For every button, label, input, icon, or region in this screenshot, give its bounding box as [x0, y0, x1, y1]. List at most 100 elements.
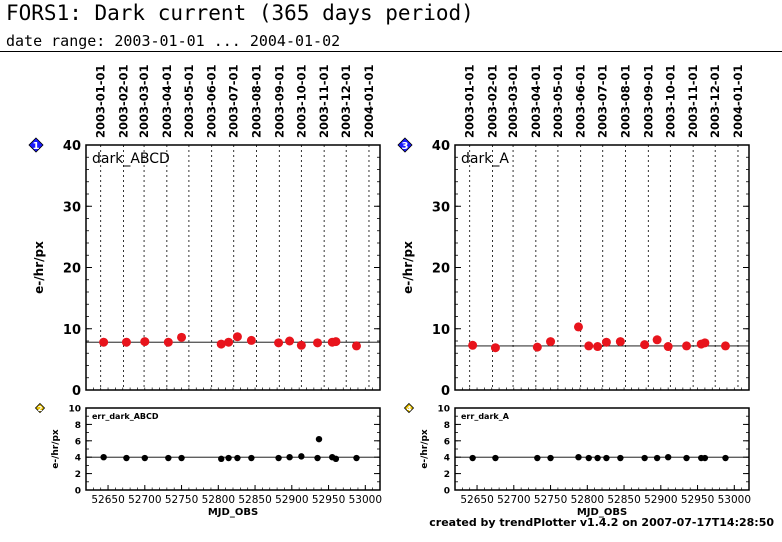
x-tick-label: 52850	[607, 494, 640, 506]
data-point	[296, 340, 306, 350]
y-tick-label: 2	[75, 470, 81, 480]
chart-panel-dark-A: 2003-01-01 2003-02-01 2003-03-01 2003-04-01…	[397, 64, 750, 399]
date-tick-label: 2003-11-01	[317, 64, 331, 138]
data-point	[216, 339, 226, 349]
data-point	[534, 454, 541, 462]
data-point	[603, 454, 610, 462]
data-point	[331, 337, 341, 347]
y-tick-label: 6	[75, 437, 81, 447]
data-point	[575, 454, 582, 461]
panel-label: dark_A	[461, 151, 509, 167]
date-tick-label: 2003-09-01	[641, 64, 655, 138]
date-tick-label: 2003-01-01	[463, 64, 477, 138]
date-tick-label: 2003-03-01	[137, 64, 151, 138]
x-tick-label: 52750	[165, 494, 198, 506]
x-axis-label: MJD_OBS	[577, 507, 627, 518]
data-point	[469, 454, 476, 462]
data-point	[720, 341, 730, 351]
data-point	[177, 332, 187, 342]
chart-panel-dark-ABCD: 2003-01-01 2003-02-01 2003-03-01 2003-04-01…	[28, 64, 381, 399]
data-point	[313, 338, 323, 348]
y-tick-label: 0	[441, 384, 450, 399]
page-title: FORS1: Dark current (365 days period)	[6, 1, 474, 25]
data-point	[615, 337, 625, 347]
data-point	[641, 454, 648, 462]
date-tick-label: 2003-05-01	[182, 64, 196, 138]
y-tick-label: 10	[68, 405, 81, 415]
date-tick-label: 2003-12-01	[708, 64, 722, 138]
y-tick-label: 10	[432, 323, 450, 338]
panel-marker	[403, 402, 415, 414]
y-tick-label: 10	[437, 405, 450, 415]
data-point	[663, 342, 673, 352]
x-tick-label: 52900	[644, 494, 677, 506]
data-point	[546, 337, 556, 347]
data-point	[722, 454, 729, 462]
data-point	[218, 455, 225, 463]
date-tick-label: 2004-01-01	[362, 64, 376, 138]
date-tick-label: 2003-07-01	[227, 64, 241, 138]
data-point	[332, 455, 340, 463]
date-tick-label: 2003-06-01	[205, 64, 219, 138]
data-point	[275, 454, 282, 462]
data-point	[246, 335, 256, 345]
date-tick-label: 2003-11-01	[686, 64, 700, 138]
data-point	[99, 337, 109, 347]
x-tick-label: 52850	[238, 494, 271, 506]
data-point	[601, 337, 611, 347]
y-tick-label: 8	[444, 421, 450, 431]
data-point	[140, 337, 150, 347]
date-tick-label: 2003-10-01	[663, 64, 677, 138]
y-tick-label: 40	[432, 139, 450, 154]
panel-label: dark_ABCD	[92, 151, 170, 167]
header-rule	[0, 51, 782, 52]
date-tick-label: 2003-01-01	[94, 64, 108, 138]
data-point	[315, 435, 323, 443]
panel-marker-number: 4	[407, 405, 412, 413]
panel-marker-number: 1	[33, 141, 40, 152]
page-subtitle: date range: 2003-01-01 ... 2004-01-02	[6, 32, 341, 50]
y-axis-label: e-/hr/px	[51, 429, 61, 469]
data-point	[351, 341, 361, 351]
data-point	[683, 454, 690, 462]
data-point	[547, 454, 554, 462]
data-point	[141, 454, 148, 462]
data-point	[123, 454, 130, 462]
y-tick-label: 10	[63, 323, 81, 338]
data-point	[617, 454, 624, 462]
x-tick-label: 52800	[571, 494, 604, 506]
data-point	[664, 454, 672, 461]
date-tick-label: 2003-07-01	[596, 64, 610, 138]
x-tick-label: 52750	[534, 494, 567, 506]
y-tick-label: 30	[432, 200, 450, 215]
date-tick-label: 2003-12-01	[339, 64, 353, 138]
data-point	[490, 343, 500, 353]
x-tick-label: 52900	[275, 494, 308, 506]
data-point	[682, 341, 692, 351]
data-point	[248, 454, 255, 462]
y-tick-label: 20	[63, 262, 81, 277]
y-axis-label: e-/hr/px	[401, 241, 415, 294]
plot-frame	[85, 144, 381, 391]
y-tick-label: 30	[63, 200, 81, 215]
panel-label: err_dark_A	[461, 412, 510, 421]
data-point	[225, 454, 232, 462]
date-tick-label: 2003-08-01	[250, 64, 264, 138]
y-tick-label: 2	[444, 470, 450, 480]
data-point	[593, 342, 603, 352]
chart-panel-err-dark-A: 0 2 4 6 8 10 e-/hr/px 52650 52700 52750 52800 52850…	[403, 402, 751, 518]
date-tick-label: 2003-09-01	[272, 64, 286, 138]
panel-marker-number: 3	[402, 141, 409, 152]
x-tick-label: 52950	[312, 494, 345, 506]
data-point	[700, 338, 710, 348]
x-tick-label: 52800	[202, 494, 235, 506]
data-point	[573, 322, 583, 332]
plot-frame	[454, 144, 750, 391]
date-tick-label: 2003-10-01	[294, 64, 308, 138]
x-tick-label: 52950	[681, 494, 714, 506]
date-tick-label: 2003-02-01	[116, 64, 130, 138]
y-tick-label: 0	[75, 487, 81, 497]
panel-marker-number: 2	[38, 405, 43, 413]
date-tick-label: 2003-03-01	[506, 64, 520, 138]
